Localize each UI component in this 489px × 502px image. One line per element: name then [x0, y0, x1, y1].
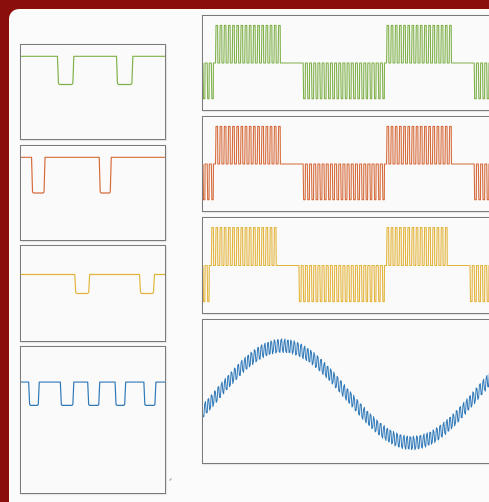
left-gate-panel-orange [20, 145, 166, 241]
diagram-canvas [9, 9, 489, 502]
right-pwm-panel-orange [202, 116, 489, 212]
left-gate-signal-yellow [21, 246, 165, 341]
right-pwm-signal-yellow [203, 218, 489, 313]
right-pwm-signal-orange [203, 117, 489, 211]
gate-waveform-green [21, 56, 165, 84]
right-pwm-signal-green [203, 16, 489, 110]
left-gate-panel-green [20, 44, 166, 140]
gate-waveform-yellow [21, 275, 165, 294]
left-gate-signal-blue [21, 347, 165, 493]
pwm-waveform-yellow [203, 228, 489, 302]
left-gate-signal-orange [21, 146, 165, 240]
corner-mark [169, 478, 172, 481]
pwm-waveform-orange [203, 126, 489, 199]
pwm-waveform-green [203, 25, 489, 98]
left-gate-signal-green [21, 45, 165, 139]
right-pwm-panel-green [202, 15, 489, 111]
left-gate-panel-yellow [20, 245, 166, 342]
gate-waveform-orange [21, 157, 165, 193]
gate-waveform-blue [21, 382, 165, 405]
sine-waveform-blue [203, 339, 489, 450]
left-gate-panel-blue [20, 346, 166, 494]
right-sine-panel-blue [202, 319, 489, 464]
right-pwm-panel-yellow [202, 217, 489, 314]
right-sine-signal-blue [203, 320, 489, 463]
